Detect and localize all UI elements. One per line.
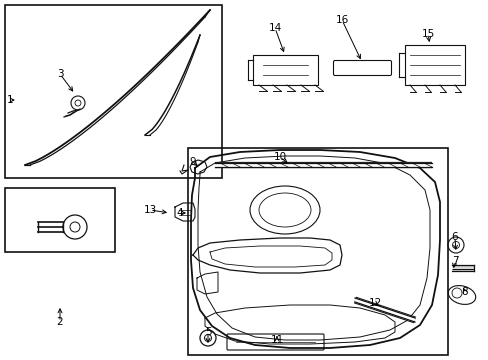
Text: 14: 14 [268,23,281,33]
Text: 2: 2 [57,317,63,327]
Text: 16: 16 [335,15,348,25]
Text: 9: 9 [189,157,196,167]
Bar [187,148,447,355]
Text: 4: 4 [176,208,183,218]
Text: 12: 12 [367,298,381,308]
Text: 8: 8 [461,287,468,297]
Text: 5: 5 [204,327,211,337]
Bar [5,5,222,178]
Text: 6: 6 [451,232,457,242]
Bar [5,188,115,252]
Text: 1: 1 [7,95,13,105]
Text: 7: 7 [451,256,457,266]
Text: 3: 3 [57,69,63,79]
Text: 10: 10 [273,152,286,162]
Text: 11: 11 [270,335,283,345]
Text: 15: 15 [421,29,434,39]
Bar [404,45,464,85]
Text: 13: 13 [143,205,156,215]
Bar [252,55,317,85]
